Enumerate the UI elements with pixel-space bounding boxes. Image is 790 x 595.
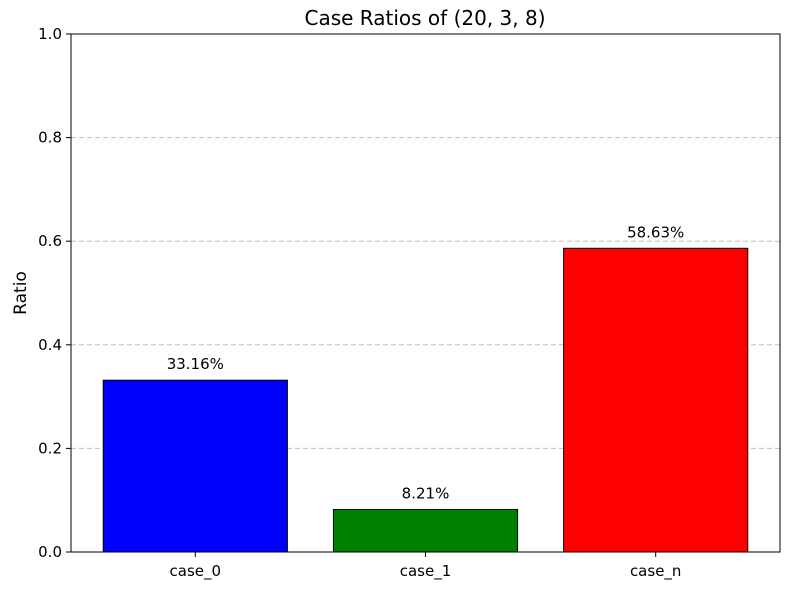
bars	[102, 247, 749, 553]
bar-case-1	[332, 508, 519, 553]
data-labels: 33.16% 8.21% 58.63%	[167, 223, 685, 502]
y-tick-label: 0.2	[38, 439, 62, 457]
y-tick-label: 1.0	[38, 25, 62, 43]
data-label: 58.63%	[627, 223, 684, 241]
y-tick-label: 0.6	[38, 232, 62, 250]
y-axis-ticks: 0.0 0.2 0.4 0.6 0.8 1.0	[38, 25, 71, 561]
bar-case-n	[563, 247, 749, 553]
x-tick-label: case_1	[400, 562, 452, 581]
y-tick-label: 0.8	[38, 129, 62, 147]
chart-title: Case Ratios of (20, 3, 8)	[305, 6, 546, 30]
bar-case-0	[102, 379, 288, 553]
data-label: 33.16%	[167, 355, 224, 373]
x-tick-label: case_0	[170, 562, 222, 581]
y-axis-label: Ratio	[11, 271, 31, 315]
x-tick-label: case_n	[630, 562, 682, 581]
y-tick-label: 0.0	[38, 543, 62, 561]
y-tick-label: 0.4	[38, 336, 62, 354]
gridlines	[71, 137, 780, 449]
data-label: 8.21%	[402, 484, 450, 502]
x-axis-ticks: case_0 case_1 case_n	[170, 552, 682, 581]
plot-frame	[70, 33, 781, 553]
